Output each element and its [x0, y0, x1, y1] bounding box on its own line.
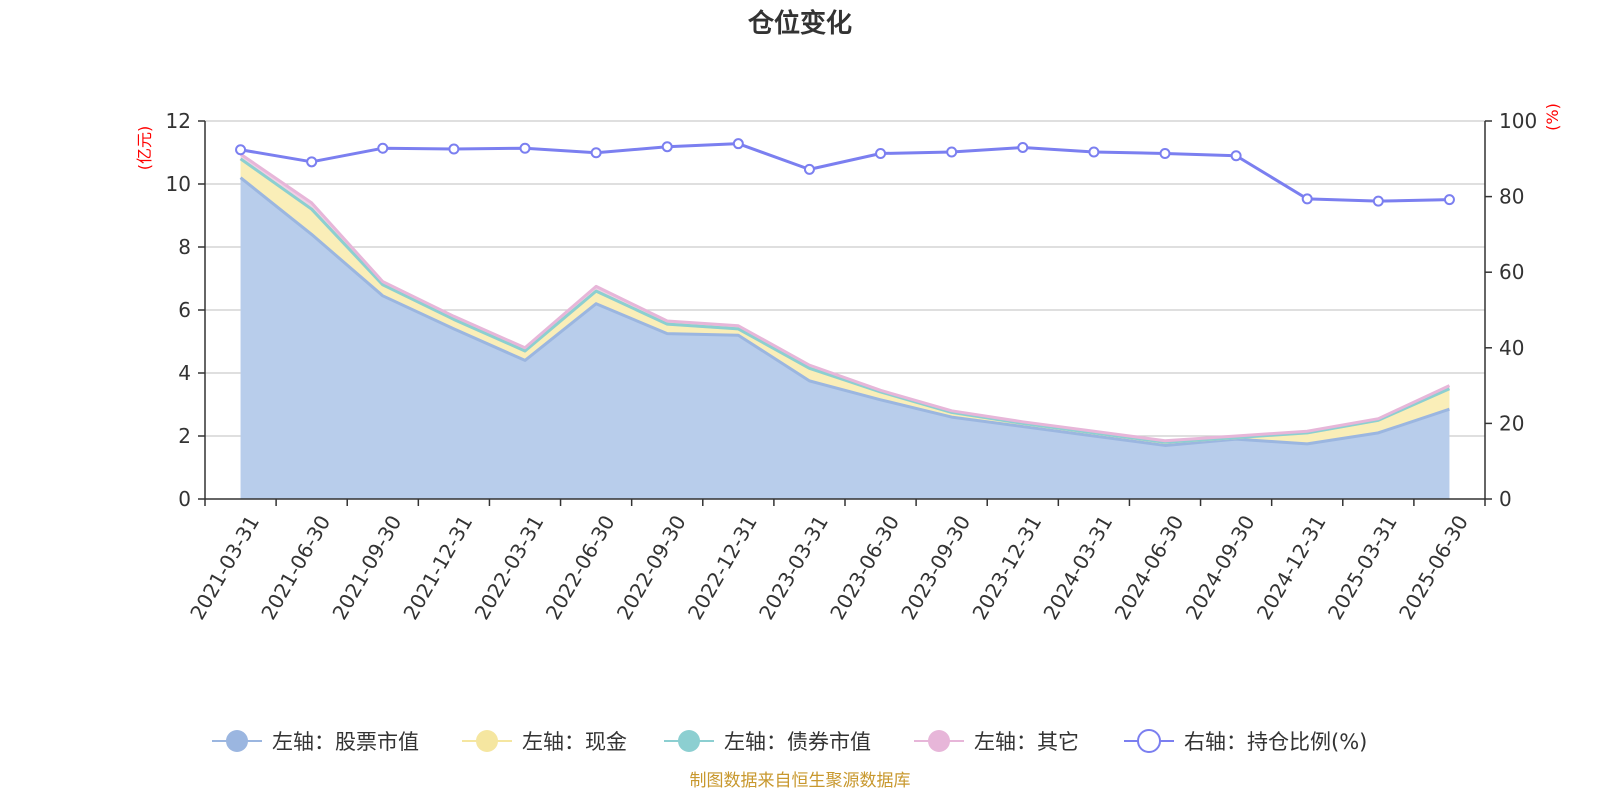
data-source-note: 制图数据来自恒生聚源数据库: [690, 771, 911, 791]
legend-marker: [1137, 729, 1161, 753]
ratio-point[interactable]: [661, 141, 673, 153]
legend-marker: [678, 730, 700, 752]
x-axis-tick-label: 2022-09-30: [612, 511, 691, 624]
ratio-point[interactable]: [590, 147, 602, 159]
x-axis-tick-label: 2024-09-30: [1181, 511, 1260, 624]
legend-label: 左轴：债券市值: [724, 730, 871, 754]
x-axis-tick-label: 2023-09-30: [896, 511, 975, 624]
legend-item[interactable]: 左轴：债券市值: [664, 730, 871, 754]
left-axis-tick-label: 4: [178, 361, 191, 385]
ratio-point[interactable]: [1088, 146, 1100, 158]
left-axis-tick-label: 10: [166, 172, 191, 196]
ratio-point[interactable]: [803, 163, 815, 175]
ratio-point[interactable]: [875, 148, 887, 160]
x-axis-tick-label: 2024-03-31: [1038, 511, 1117, 624]
right-axis-unit: (%): [1543, 103, 1562, 131]
x-axis-tick-label: 2025-03-31: [1323, 511, 1402, 624]
legend-item[interactable]: 左轴：股票市值: [212, 730, 419, 754]
legend-item[interactable]: 左轴：现金: [462, 730, 627, 754]
right-axis-tick-label: 20: [1499, 411, 1524, 435]
x-axis-tick-label: 2024-12-31: [1252, 511, 1331, 624]
ratio-line-path: [240, 142, 1450, 203]
x-axis-tick-label: 2021-12-31: [398, 511, 477, 624]
ratio-point[interactable]: [1159, 148, 1171, 160]
legend-label: 左轴：其它: [974, 730, 1079, 754]
area-line-左轴：债券市值: [239, 157, 1451, 444]
ratio-line: [235, 138, 1455, 207]
x-axis-tick-label: 2025-06-30: [1394, 511, 1473, 624]
legend-label: 左轴：股票市值: [272, 730, 419, 754]
left-axis-tick-label: 6: [178, 298, 191, 322]
legend-label: 左轴：现金: [522, 730, 627, 754]
legend-item[interactable]: 左轴：其它: [914, 730, 1079, 754]
ratio-point[interactable]: [235, 144, 247, 156]
ratio-point[interactable]: [377, 142, 389, 154]
area-line-左轴：股票市值: [239, 176, 1450, 447]
x-axis-tick-label: 2023-03-31: [754, 511, 833, 624]
left-axis-tick-label: 12: [166, 109, 191, 133]
left-axis-tick-label: 0: [178, 487, 191, 511]
area-左轴：股票市值: [240, 177, 1450, 499]
left-axis-tick-label: 8: [178, 235, 191, 259]
right-axis-tick-label: 60: [1499, 260, 1524, 284]
ratio-point[interactable]: [1230, 150, 1242, 162]
x-axis-tick-label: 2022-12-31: [683, 511, 762, 624]
ratio-point[interactable]: [306, 156, 318, 168]
x-axis-tick-label: 2023-12-31: [967, 511, 1046, 624]
stacked-areas: [239, 152, 1451, 499]
ratio-point[interactable]: [946, 146, 958, 158]
legend-marker: [226, 730, 248, 752]
area-左轴：现金: [240, 158, 1450, 446]
legend-marker: [928, 730, 950, 752]
legend-item[interactable]: 右轴：持仓比例(%): [1124, 729, 1367, 754]
x-axis-tick-label: 2022-06-30: [541, 511, 620, 624]
x-axis-tick-label: 2022-03-31: [470, 511, 549, 624]
ratio-point[interactable]: [519, 142, 531, 154]
x-axis-tick-label: 2021-09-30: [327, 511, 406, 624]
right-axis-tick-label: 0: [1499, 487, 1512, 511]
left-axis-unit: (亿元): [135, 126, 154, 171]
x-axis-tick-label: 2021-06-30: [256, 511, 335, 624]
legend-marker: [476, 730, 498, 752]
x-axis-tick-label: 2021-03-31: [185, 511, 264, 624]
right-axis-tick-label: 80: [1499, 185, 1524, 209]
ratio-point[interactable]: [1372, 195, 1384, 207]
right-axis-tick-label: 40: [1499, 336, 1524, 360]
x-axis-tick-label: 2024-06-30: [1110, 511, 1189, 624]
area-line-左轴：其它: [239, 152, 1451, 443]
x-axis-tick-label: 2023-06-30: [825, 511, 904, 624]
right-axis-tick-label: 100: [1499, 109, 1537, 133]
ratio-point[interactable]: [1301, 193, 1313, 205]
ratio-point[interactable]: [732, 138, 744, 150]
ratio-point[interactable]: [1443, 194, 1455, 206]
left-axis-tick-label: 2: [178, 424, 191, 448]
ratio-point[interactable]: [1017, 141, 1029, 153]
ratio-point[interactable]: [448, 143, 460, 155]
legend-label: 右轴：持仓比例(%): [1184, 730, 1367, 754]
legend: 左轴：股票市值 左轴：现金 左轴：债券市值 左轴：其它 右轴：持仓比例(%): [212, 729, 1367, 754]
chart-title: 仓位变化: [747, 8, 852, 39]
